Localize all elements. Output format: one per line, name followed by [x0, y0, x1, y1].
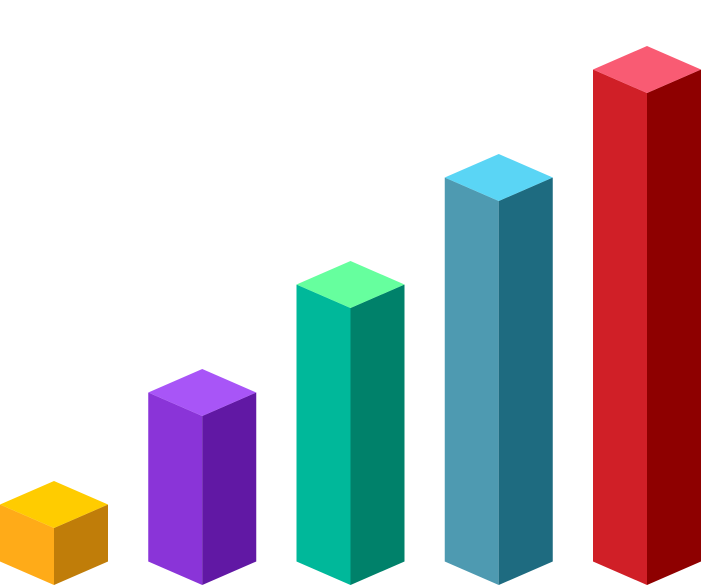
bar-right-face — [54, 504, 108, 585]
bar-left-face — [296, 284, 351, 585]
bar-top-face — [593, 46, 701, 93]
bar-left-face — [444, 177, 499, 585]
bar-left-face — [593, 69, 647, 585]
bar-right-face — [350, 284, 405, 585]
bar-top-face — [0, 481, 108, 528]
bar-right-face — [647, 69, 701, 585]
bar-top-face — [148, 369, 257, 416]
bar-top-face — [444, 154, 553, 201]
bar-left-face — [148, 392, 203, 585]
bar-right-face — [202, 392, 257, 585]
bar-top-face — [296, 261, 405, 308]
bar-right-face — [498, 177, 553, 585]
bar-left-face — [0, 504, 54, 585]
